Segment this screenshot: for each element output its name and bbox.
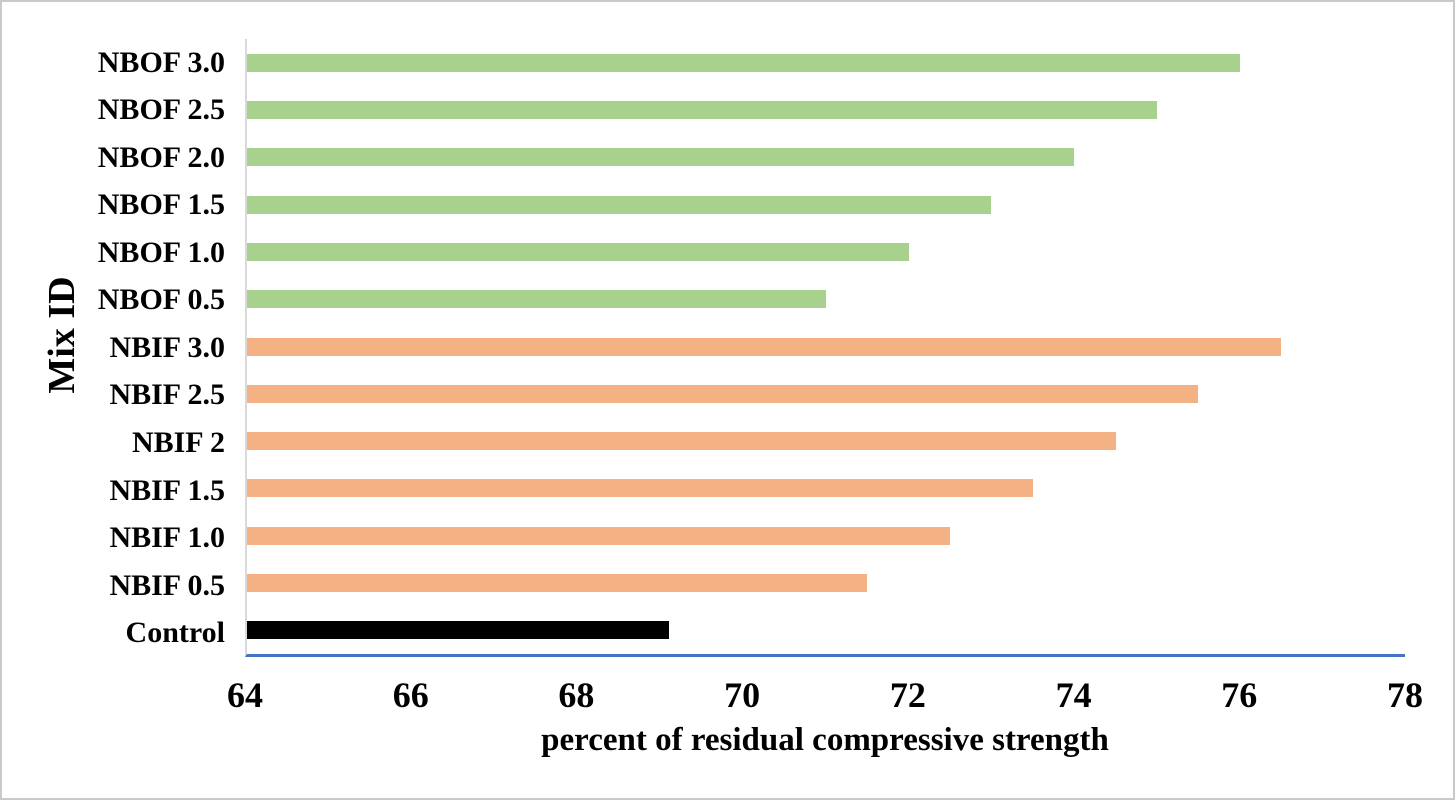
bar-row-nbif-3.0 xyxy=(247,323,1405,370)
bar-nbif-1.5 xyxy=(247,479,1033,498)
category-label-nbof-2.5: NBOF 2.5 xyxy=(97,93,225,127)
bar-row-nbif-1.0 xyxy=(247,512,1405,559)
bar-nbif-3.0 xyxy=(247,337,1281,356)
bar-nbif-2 xyxy=(247,432,1116,451)
x-tick-label-76: 76 xyxy=(1221,675,1258,715)
bar-row-nbif-1.5 xyxy=(247,465,1405,512)
category-label-nbif-2: NBIF 2 xyxy=(131,426,225,460)
category-label-nbif-3.0: NBIF 3.0 xyxy=(109,330,225,364)
x-tick-label-74: 74 xyxy=(1055,675,1092,715)
bar-nbof-3.0 xyxy=(247,53,1240,72)
x-tick-label-66: 66 xyxy=(392,675,429,715)
bar-row-nbif-0.5 xyxy=(247,559,1405,606)
category-axis-labels: NBOF 3.0 NBOF 2.5 NBOF 2.0 NBOF 1.5 NBOF 1.0… xyxy=(2,39,245,657)
category-label-nbof-0.5: NBOF 0.5 xyxy=(97,283,225,317)
bar-row-nbof-1.5 xyxy=(247,181,1405,228)
bar-row-nbif-2.5 xyxy=(247,370,1405,417)
x-tick-label-78: 78 xyxy=(1387,675,1423,715)
bar-nbif-2.5 xyxy=(247,384,1199,403)
bar-row-nbof-2.5 xyxy=(247,86,1405,133)
bar-nbof-2.5 xyxy=(247,100,1157,119)
category-label-nbif-0.5: NBIF 0.5 xyxy=(109,568,225,602)
bar-nbof-1.5 xyxy=(247,195,992,214)
x-axis-ticks: 64 66 68 70 72 74 76 78 xyxy=(227,675,1423,715)
category-label-nbof-3.0: NBOF 3.0 xyxy=(97,45,225,79)
bar-nbof-2.0 xyxy=(247,148,1075,167)
category-label-nbif-1.5: NBIF 1.5 xyxy=(109,473,225,507)
bar-row-nbof-1.0 xyxy=(247,228,1405,275)
plot-area xyxy=(245,39,1405,657)
category-label-nbif-2.5: NBIF 2.5 xyxy=(109,378,225,412)
x-axis-title: percent of residual compressive strength xyxy=(541,722,1109,758)
bar-control xyxy=(247,621,669,640)
bar-nbof-1.0 xyxy=(247,242,909,261)
bar-row-nbof-3.0 xyxy=(247,39,1405,86)
category-label-nbof-1.5: NBOF 1.5 xyxy=(97,188,225,222)
bar-row-control xyxy=(247,607,1405,654)
x-tick-label-68: 68 xyxy=(558,675,595,715)
bar-nbof-0.5 xyxy=(247,290,826,309)
x-tick-label-70: 70 xyxy=(724,675,761,715)
x-tick-label-72: 72 xyxy=(889,675,926,715)
bar-row-nbof-0.5 xyxy=(247,276,1405,323)
bar-row-nbof-2.0 xyxy=(247,134,1405,181)
bar-nbif-1.0 xyxy=(247,526,951,545)
category-label-nbif-1.0: NBIF 1.0 xyxy=(109,521,225,555)
category-label-nbof-1.0: NBOF 1.0 xyxy=(97,235,225,269)
x-tick-label-64: 64 xyxy=(227,675,263,715)
category-label-control: Control xyxy=(125,616,225,650)
bar-nbif-0.5 xyxy=(247,574,868,593)
category-label-nbof-2.0: NBOF 2.0 xyxy=(97,140,225,174)
bar-row-nbif-2 xyxy=(247,418,1405,465)
